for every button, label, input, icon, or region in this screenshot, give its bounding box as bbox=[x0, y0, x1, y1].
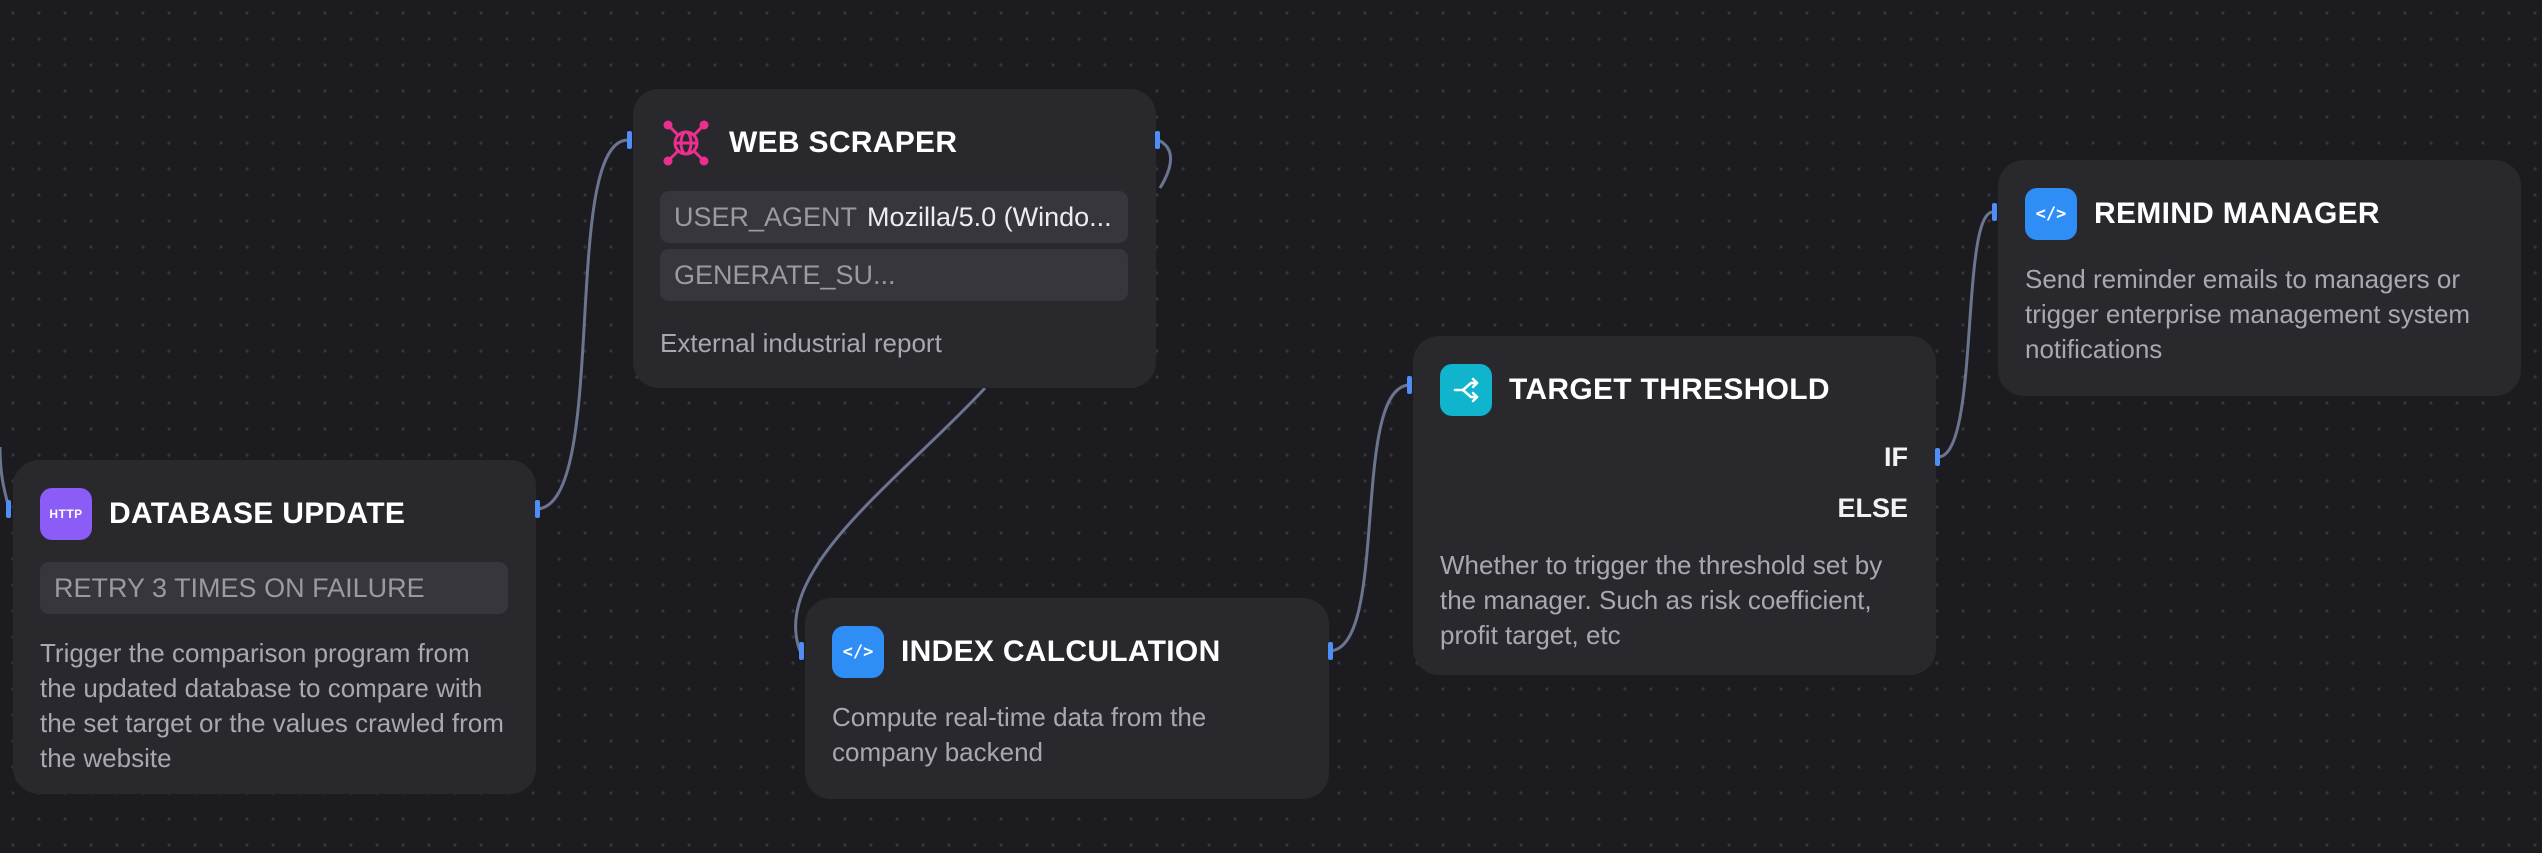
param-key: GENERATE_SU... bbox=[674, 259, 896, 290]
handle-index-calculation-input[interactable] bbox=[799, 642, 804, 660]
param-value: Mozilla/5.0 (Windo... bbox=[867, 201, 1112, 232]
edge-web-scraper-to-index-calculation[interactable] bbox=[794, 138, 1173, 652]
node-header: WEB SCRAPER bbox=[660, 117, 1128, 169]
handle-database-update-output[interactable] bbox=[535, 500, 540, 518]
param-user-agent[interactable]: USER_AGENT Mozilla/5.0 (Windo... bbox=[660, 191, 1128, 243]
http-icon: HTTP bbox=[40, 488, 92, 540]
handle-web-scraper-input[interactable] bbox=[627, 131, 632, 149]
globe-network-icon bbox=[660, 117, 712, 169]
branch-icon bbox=[1440, 364, 1492, 416]
branch-if[interactable]: IF bbox=[1884, 442, 1908, 472]
edge-target-threshold-if-to-remind-manager[interactable] bbox=[1937, 210, 1994, 459]
code-icon: </> bbox=[2025, 188, 2077, 240]
node-database-update[interactable]: HTTP DATABASE UPDATE RETRY 3 TIMES ON FA… bbox=[13, 460, 536, 794]
node-header: TARGET THRESHOLD bbox=[1440, 364, 1908, 416]
http-icon-label: HTTP bbox=[49, 507, 83, 521]
handle-web-scraper-output[interactable] bbox=[1155, 131, 1160, 149]
node-description: Whether to trigger the threshold set by … bbox=[1440, 550, 1883, 650]
node-description: Compute real-time data from the company … bbox=[832, 702, 1207, 767]
node-title: DATABASE UPDATE bbox=[109, 497, 406, 530]
node-index-calculation[interactable]: </> INDEX CALCULATION Compute real-time … bbox=[805, 598, 1329, 799]
node-title: TARGET THRESHOLD bbox=[1509, 373, 1830, 406]
edge-database-update-to-web-scraper[interactable] bbox=[535, 138, 629, 511]
node-title: REMIND MANAGER bbox=[2094, 197, 2380, 230]
code-icon: </> bbox=[832, 626, 884, 678]
node-title: WEB SCRAPER bbox=[729, 126, 958, 159]
node-description: Send reminder emails to managers or trig… bbox=[2025, 264, 2471, 364]
node-web-scraper[interactable]: WEB SCRAPER USER_AGENT Mozilla/5.0 (Wind… bbox=[633, 89, 1156, 388]
param-key: USER_AGENT bbox=[674, 201, 858, 232]
edge-index-calculation-to-target-threshold[interactable] bbox=[1328, 383, 1411, 653]
param-field[interactable]: RETRY 3 TIMES ON FAILURE bbox=[40, 562, 508, 614]
node-target-threshold[interactable]: TARGET THRESHOLD IF ELSE Whether to trig… bbox=[1413, 336, 1936, 675]
node-header: HTTP DATABASE UPDATE bbox=[40, 488, 508, 540]
handle-target-threshold-if-output[interactable] bbox=[1935, 448, 1940, 466]
handle-target-threshold-input[interactable] bbox=[1407, 376, 1412, 394]
handle-database-update-input[interactable] bbox=[6, 500, 11, 518]
node-remind-manager[interactable]: </> REMIND MANAGER Send reminder emails … bbox=[1998, 160, 2521, 396]
handle-remind-manager-input[interactable] bbox=[1992, 203, 1997, 221]
node-header: </> INDEX CALCULATION bbox=[832, 626, 1301, 678]
node-header: </> REMIND MANAGER bbox=[2025, 188, 2493, 240]
handle-index-calculation-output[interactable] bbox=[1328, 642, 1333, 660]
node-description: Trigger the comparison program from the … bbox=[40, 638, 504, 773]
param-generate[interactable]: GENERATE_SU... bbox=[660, 249, 1128, 301]
branch-else[interactable]: ELSE bbox=[1837, 493, 1908, 523]
node-description: External industrial report bbox=[660, 328, 942, 358]
param-label: RETRY 3 TIMES ON FAILURE bbox=[54, 572, 425, 603]
node-title: INDEX CALCULATION bbox=[901, 635, 1221, 668]
